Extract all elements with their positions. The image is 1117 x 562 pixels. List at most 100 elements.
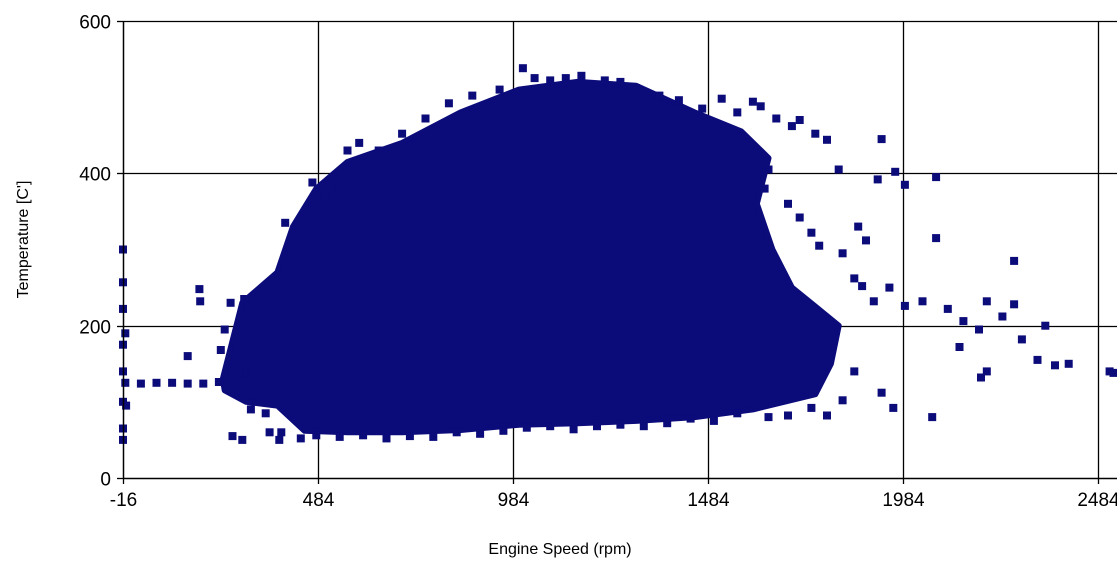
data-point [733, 409, 742, 418]
data-point [261, 409, 270, 418]
data-point [374, 146, 383, 155]
data-point [136, 379, 145, 388]
data-point [815, 241, 824, 250]
data-point [214, 378, 223, 386]
data-point [327, 183, 336, 191]
data-point [955, 343, 964, 351]
data-point [343, 146, 352, 155]
x-tick-label: 984 [498, 490, 530, 511]
data-point [862, 236, 870, 245]
data-point [1064, 359, 1073, 368]
data-point [308, 178, 317, 187]
data-point [1010, 300, 1019, 309]
data-point [444, 99, 453, 108]
data-point [877, 388, 886, 397]
data-point [1010, 256, 1019, 265]
data-point [885, 283, 894, 292]
data-point [1109, 368, 1117, 377]
data-point [807, 228, 816, 237]
data-point [698, 104, 707, 113]
data-point [686, 414, 695, 423]
data-point [242, 368, 251, 377]
data-point [873, 175, 882, 184]
data-point [121, 329, 130, 338]
data-point [320, 190, 329, 199]
data-point [1051, 361, 1059, 370]
x-tick-label: 1984 [882, 490, 925, 511]
data-point [795, 116, 804, 124]
data-point [834, 165, 843, 174]
data-point [289, 245, 297, 254]
data-point [265, 428, 274, 437]
data-point [398, 129, 407, 138]
data-point [982, 367, 991, 376]
data-point [756, 102, 765, 111]
data-point [932, 234, 941, 243]
data-point [281, 218, 290, 227]
x-axis-title: Engine Speed (rpm) [488, 541, 631, 558]
data-point [405, 432, 414, 441]
data-point [335, 432, 344, 441]
data-point [468, 91, 477, 100]
data-point [421, 114, 430, 123]
data-point [900, 180, 909, 189]
data-point [561, 74, 570, 83]
data-point [122, 401, 131, 410]
data-point [499, 426, 508, 435]
data-point [246, 405, 255, 414]
y-tick-label: 600 [79, 13, 111, 34]
data-point [632, 84, 640, 92]
data-point [748, 97, 757, 106]
data-point [889, 403, 898, 412]
data-point [877, 135, 886, 144]
data-point [764, 413, 773, 422]
data-point [220, 325, 229, 334]
data-point [121, 378, 130, 387]
data-point [998, 312, 1007, 321]
data-point [807, 403, 816, 412]
data-point [518, 64, 527, 73]
data-point [238, 435, 247, 444]
data-point [546, 76, 555, 85]
data-point [1017, 335, 1026, 344]
data-point [760, 184, 769, 193]
y-tick-label: 0 [100, 470, 111, 491]
data-point [811, 129, 820, 138]
data-point [183, 379, 192, 388]
data-point [784, 199, 792, 208]
data-point [787, 122, 796, 131]
x-tick-label: 1484 [687, 490, 730, 511]
data-point [709, 416, 718, 425]
data-point [312, 431, 321, 440]
data-point [452, 428, 461, 437]
data-points [119, 64, 1117, 444]
data-point [977, 373, 985, 382]
data-point [355, 138, 364, 147]
data-point [918, 297, 927, 306]
data-point [943, 304, 952, 313]
data-point [226, 298, 235, 307]
data-point [823, 135, 831, 144]
data-point [616, 77, 625, 86]
data-point [975, 325, 983, 334]
y-tick-label: 400 [79, 165, 111, 186]
data-point [764, 165, 773, 174]
data-point [196, 297, 205, 306]
x-tick-label: 2484 [1077, 490, 1117, 511]
data-point [900, 301, 909, 310]
data-point [216, 346, 225, 354]
data-point [928, 413, 937, 422]
data-point [850, 367, 859, 376]
data-point [382, 434, 391, 443]
data-point [838, 396, 847, 405]
data-point [168, 378, 177, 387]
data-point [495, 85, 504, 94]
data-point [240, 295, 249, 303]
data-point [1041, 321, 1050, 330]
data-point [152, 378, 161, 387]
data-point [663, 419, 672, 428]
data-point [569, 425, 578, 434]
y-tick-label: 200 [79, 318, 111, 339]
x-tick-label: 484 [303, 490, 335, 511]
